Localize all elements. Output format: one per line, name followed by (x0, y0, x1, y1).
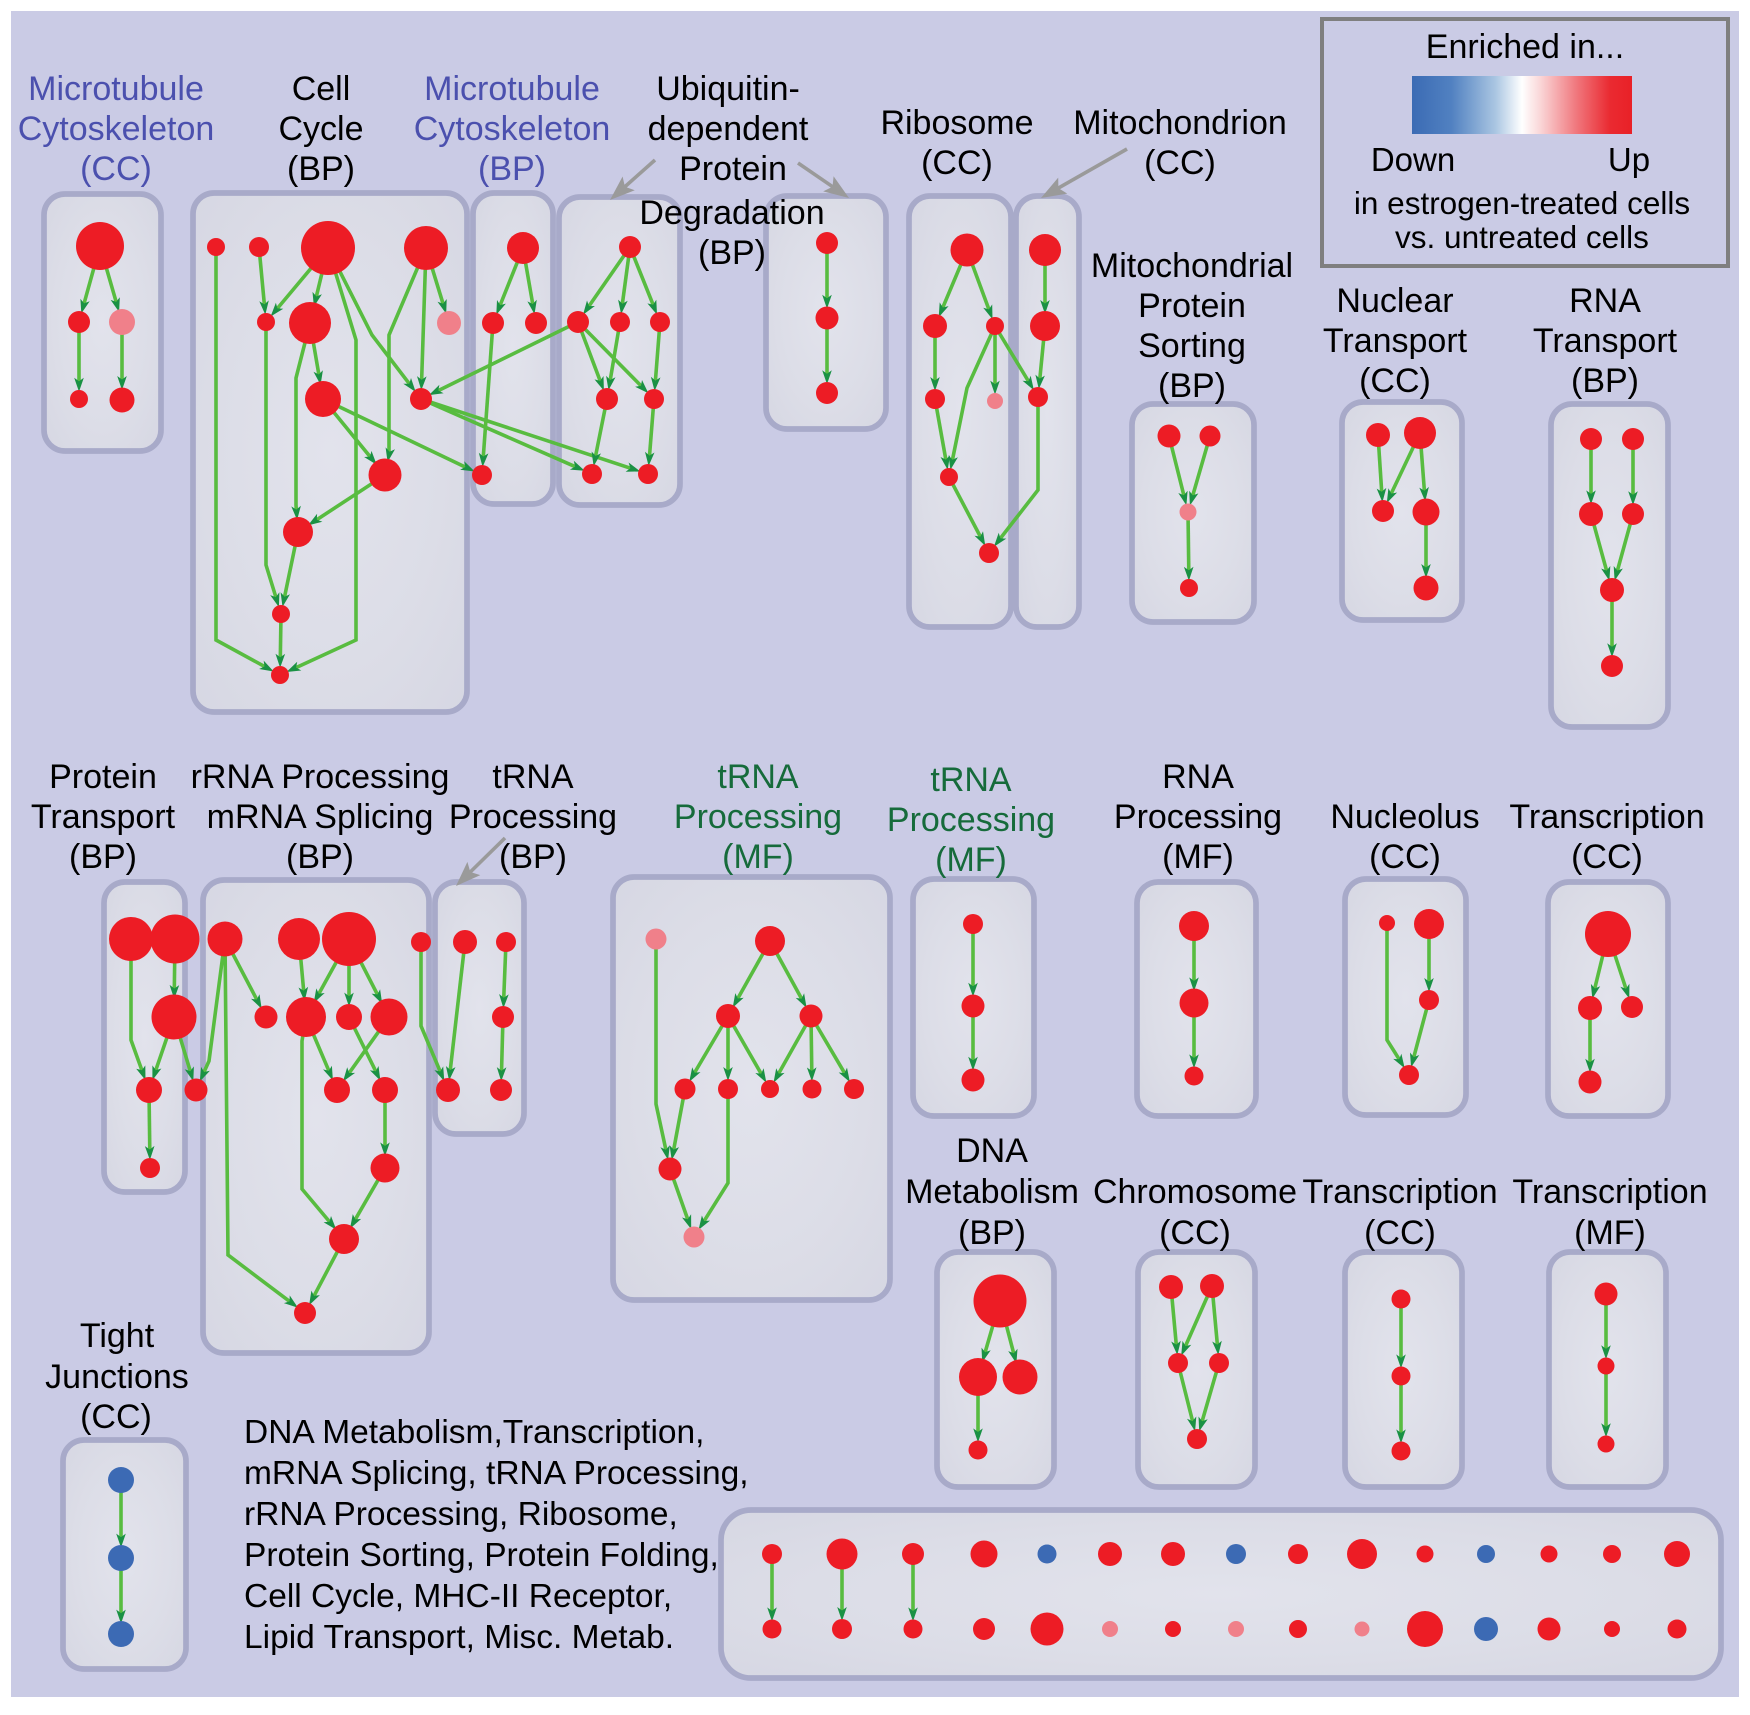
svg-text:mRNA Splicing: mRNA Splicing (207, 798, 434, 836)
svg-text:vs. untreated cells: vs. untreated cells (1395, 219, 1649, 255)
svg-text:in estrogen-treated cells: in estrogen-treated cells (1354, 185, 1690, 221)
svg-text:Mitochondrion: Mitochondrion (1073, 104, 1287, 142)
svg-text:(BP): (BP) (499, 838, 567, 876)
svg-text:Enriched in...: Enriched in... (1426, 28, 1624, 66)
svg-text:Protein: Protein (1138, 287, 1246, 325)
svg-text:(BP): (BP) (1571, 362, 1639, 400)
svg-text:RNA: RNA (1569, 282, 1641, 320)
svg-text:tRNA: tRNA (492, 758, 574, 796)
svg-text:(CC): (CC) (1159, 1214, 1231, 1252)
svg-text:Metabolism: Metabolism (905, 1173, 1079, 1211)
svg-text:Lipid Transport, Misc. Metab.: Lipid Transport, Misc. Metab. (244, 1619, 674, 1656)
svg-text:Cytoskeleton: Cytoskeleton (414, 110, 611, 148)
svg-text:Junctions: Junctions (45, 1358, 189, 1396)
svg-text:Processing: Processing (1114, 798, 1282, 836)
svg-text:Transcription: Transcription (1512, 1173, 1707, 1211)
svg-text:(MF): (MF) (1162, 838, 1234, 876)
svg-text:(BP): (BP) (958, 1214, 1026, 1252)
svg-text:Protein: Protein (679, 150, 787, 188)
svg-text:Processing: Processing (674, 798, 842, 836)
svg-text:(CC): (CC) (921, 144, 993, 182)
svg-text:(MF): (MF) (1574, 1214, 1646, 1252)
svg-text:rRNA Processing, Ribosome,: rRNA Processing, Ribosome, (244, 1496, 678, 1533)
svg-text:Transport: Transport (1323, 322, 1468, 360)
svg-text:Chromosome: Chromosome (1093, 1173, 1297, 1211)
svg-text:Transport: Transport (31, 798, 176, 836)
svg-text:Degradation: Degradation (639, 194, 824, 232)
svg-text:(BP): (BP) (69, 838, 137, 876)
svg-text:Processing: Processing (449, 798, 617, 836)
svg-text:(CC): (CC) (1369, 838, 1441, 876)
svg-text:mRNA Splicing, tRNA Processing: mRNA Splicing, tRNA Processing, (244, 1455, 749, 1492)
svg-text:Ribosome: Ribosome (880, 104, 1033, 142)
svg-text:(MF): (MF) (935, 841, 1007, 879)
svg-text:(BP): (BP) (478, 150, 546, 188)
svg-text:tRNA: tRNA (930, 761, 1012, 799)
svg-text:Cell: Cell (292, 70, 351, 108)
svg-text:(BP): (BP) (287, 150, 355, 188)
svg-text:Down: Down (1371, 141, 1455, 178)
svg-text:(MF): (MF) (722, 838, 794, 876)
svg-text:DNA: DNA (956, 1132, 1028, 1170)
svg-text:Nucleolus: Nucleolus (1330, 798, 1479, 836)
svg-text:RNA: RNA (1162, 758, 1234, 796)
svg-text:Protein: Protein (49, 758, 157, 796)
svg-text:Nuclear: Nuclear (1336, 282, 1453, 320)
svg-text:(CC): (CC) (1364, 1214, 1436, 1252)
svg-text:Up: Up (1608, 141, 1650, 178)
svg-text:Cycle: Cycle (278, 110, 363, 148)
svg-text:tRNA: tRNA (717, 758, 799, 796)
svg-text:Cell Cycle, MHC-II Receptor,: Cell Cycle, MHC-II Receptor, (244, 1578, 672, 1615)
svg-text:(BP): (BP) (286, 838, 354, 876)
svg-text:(BP): (BP) (1158, 367, 1226, 405)
svg-text:Mitochondrial: Mitochondrial (1091, 247, 1293, 285)
svg-text:Ubiquitin-: Ubiquitin- (656, 70, 800, 108)
svg-text:(CC): (CC) (80, 1398, 152, 1436)
svg-text:(CC): (CC) (1359, 362, 1431, 400)
svg-text:Tight: Tight (80, 1317, 155, 1355)
svg-text:(CC): (CC) (1144, 144, 1216, 182)
svg-text:Sorting: Sorting (1138, 327, 1246, 365)
svg-text:(BP): (BP) (698, 234, 766, 272)
svg-text:Transcription: Transcription (1302, 1173, 1497, 1211)
svg-text:Transport: Transport (1533, 322, 1678, 360)
svg-text:Cytoskeleton: Cytoskeleton (18, 110, 215, 148)
svg-text:Protein Sorting, Protein Foldi: Protein Sorting, Protein Folding, (244, 1537, 719, 1574)
svg-text:Microtubule: Microtubule (28, 70, 204, 108)
svg-text:dependent: dependent (648, 110, 809, 148)
svg-text:Processing: Processing (887, 801, 1055, 839)
svg-text:Transcription: Transcription (1509, 798, 1704, 836)
svg-text:DNA Metabolism,Transcription,: DNA Metabolism,Transcription, (244, 1414, 704, 1451)
svg-text:rRNA Processing: rRNA Processing (191, 758, 450, 796)
svg-text:(CC): (CC) (1571, 838, 1643, 876)
svg-text:(CC): (CC) (80, 150, 152, 188)
svg-text:Microtubule: Microtubule (424, 70, 600, 108)
